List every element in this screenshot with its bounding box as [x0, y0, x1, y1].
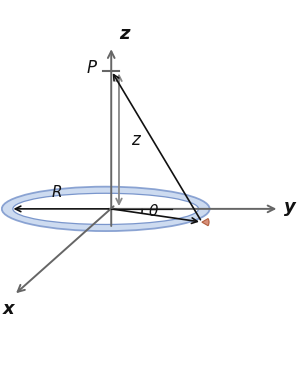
Ellipse shape: [2, 187, 210, 231]
Text: x: x: [3, 300, 14, 318]
Text: z: z: [119, 25, 129, 43]
Text: R: R: [51, 185, 62, 200]
Text: P: P: [86, 60, 96, 78]
Text: z: z: [131, 131, 140, 149]
Ellipse shape: [13, 193, 199, 224]
Wedge shape: [202, 219, 209, 226]
Text: y: y: [284, 198, 296, 216]
Text: θ: θ: [148, 204, 158, 219]
